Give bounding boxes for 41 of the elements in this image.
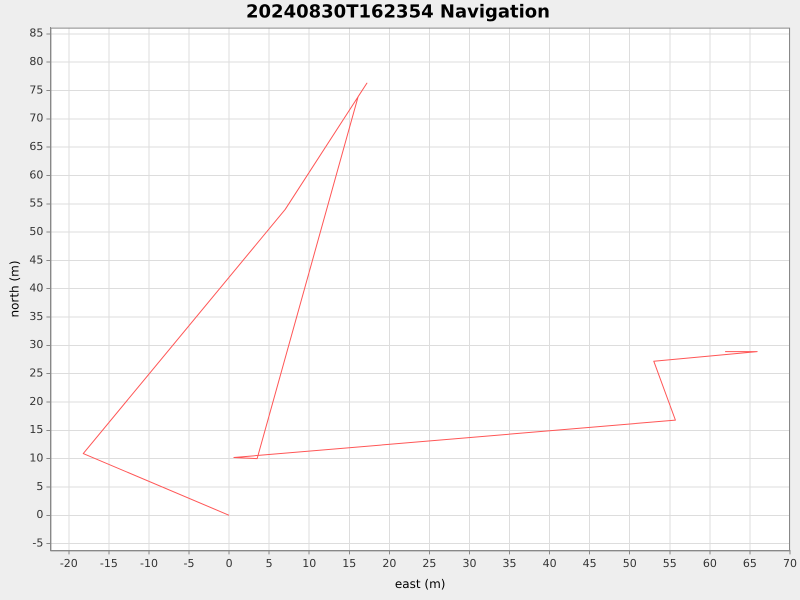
y-tick-label: 70 xyxy=(29,112,44,125)
x-tick-label: -10 xyxy=(140,556,158,570)
x-tick-label: -15 xyxy=(100,556,118,570)
chart-title: 20240830T162354 Navigation xyxy=(246,1,550,22)
y-tick-label: 30 xyxy=(29,338,44,352)
x-tick-label: 10 xyxy=(302,556,316,570)
x-tick-label: 35 xyxy=(502,556,517,570)
y-tick-label: 0 xyxy=(36,508,44,522)
y-tick-label: 40 xyxy=(29,282,44,295)
x-tick-label: -20 xyxy=(60,556,78,570)
x-tick-label: 70 xyxy=(783,556,797,570)
x-tick-label: 65 xyxy=(742,556,757,570)
x-tick-label: 15 xyxy=(342,556,356,570)
x-tick-label: 45 xyxy=(582,556,597,570)
x-tick-label: 55 xyxy=(662,556,677,570)
y-tick-label: 10 xyxy=(29,452,44,464)
y-tick-label: 75 xyxy=(29,83,44,96)
x-tick-label: 60 xyxy=(702,556,717,570)
y-tick-label: 50 xyxy=(29,224,44,238)
y-tick-label: 60 xyxy=(29,168,44,182)
x-tick-label: 50 xyxy=(622,556,637,570)
x-tick-label: 40 xyxy=(542,556,557,570)
y-tick-label: 25 xyxy=(29,366,44,380)
x-axis-title: east (m) xyxy=(394,576,446,591)
x-tick-label: -5 xyxy=(184,556,195,570)
y-tick-label: 55 xyxy=(29,196,44,210)
y-tick-label: 15 xyxy=(29,423,44,436)
x-tick-label: 0 xyxy=(226,556,233,570)
y-tick-label: 65 xyxy=(29,140,44,153)
y-tick-label: 80 xyxy=(29,55,44,68)
x-tick-label: 30 xyxy=(462,556,476,570)
x-tick-label: 20 xyxy=(382,556,396,570)
y-tick-label: 85 xyxy=(29,26,44,40)
y-axis-title: north (m) xyxy=(7,260,22,318)
x-tick-label: 5 xyxy=(266,556,273,570)
y-tick-label: 35 xyxy=(29,310,44,323)
y-tick-label: 45 xyxy=(29,253,44,266)
y-tick-label: -5 xyxy=(32,536,44,550)
y-tick-label: 20 xyxy=(29,394,44,408)
x-tick-label: 25 xyxy=(422,556,436,570)
y-tick-label: 5 xyxy=(36,480,44,493)
